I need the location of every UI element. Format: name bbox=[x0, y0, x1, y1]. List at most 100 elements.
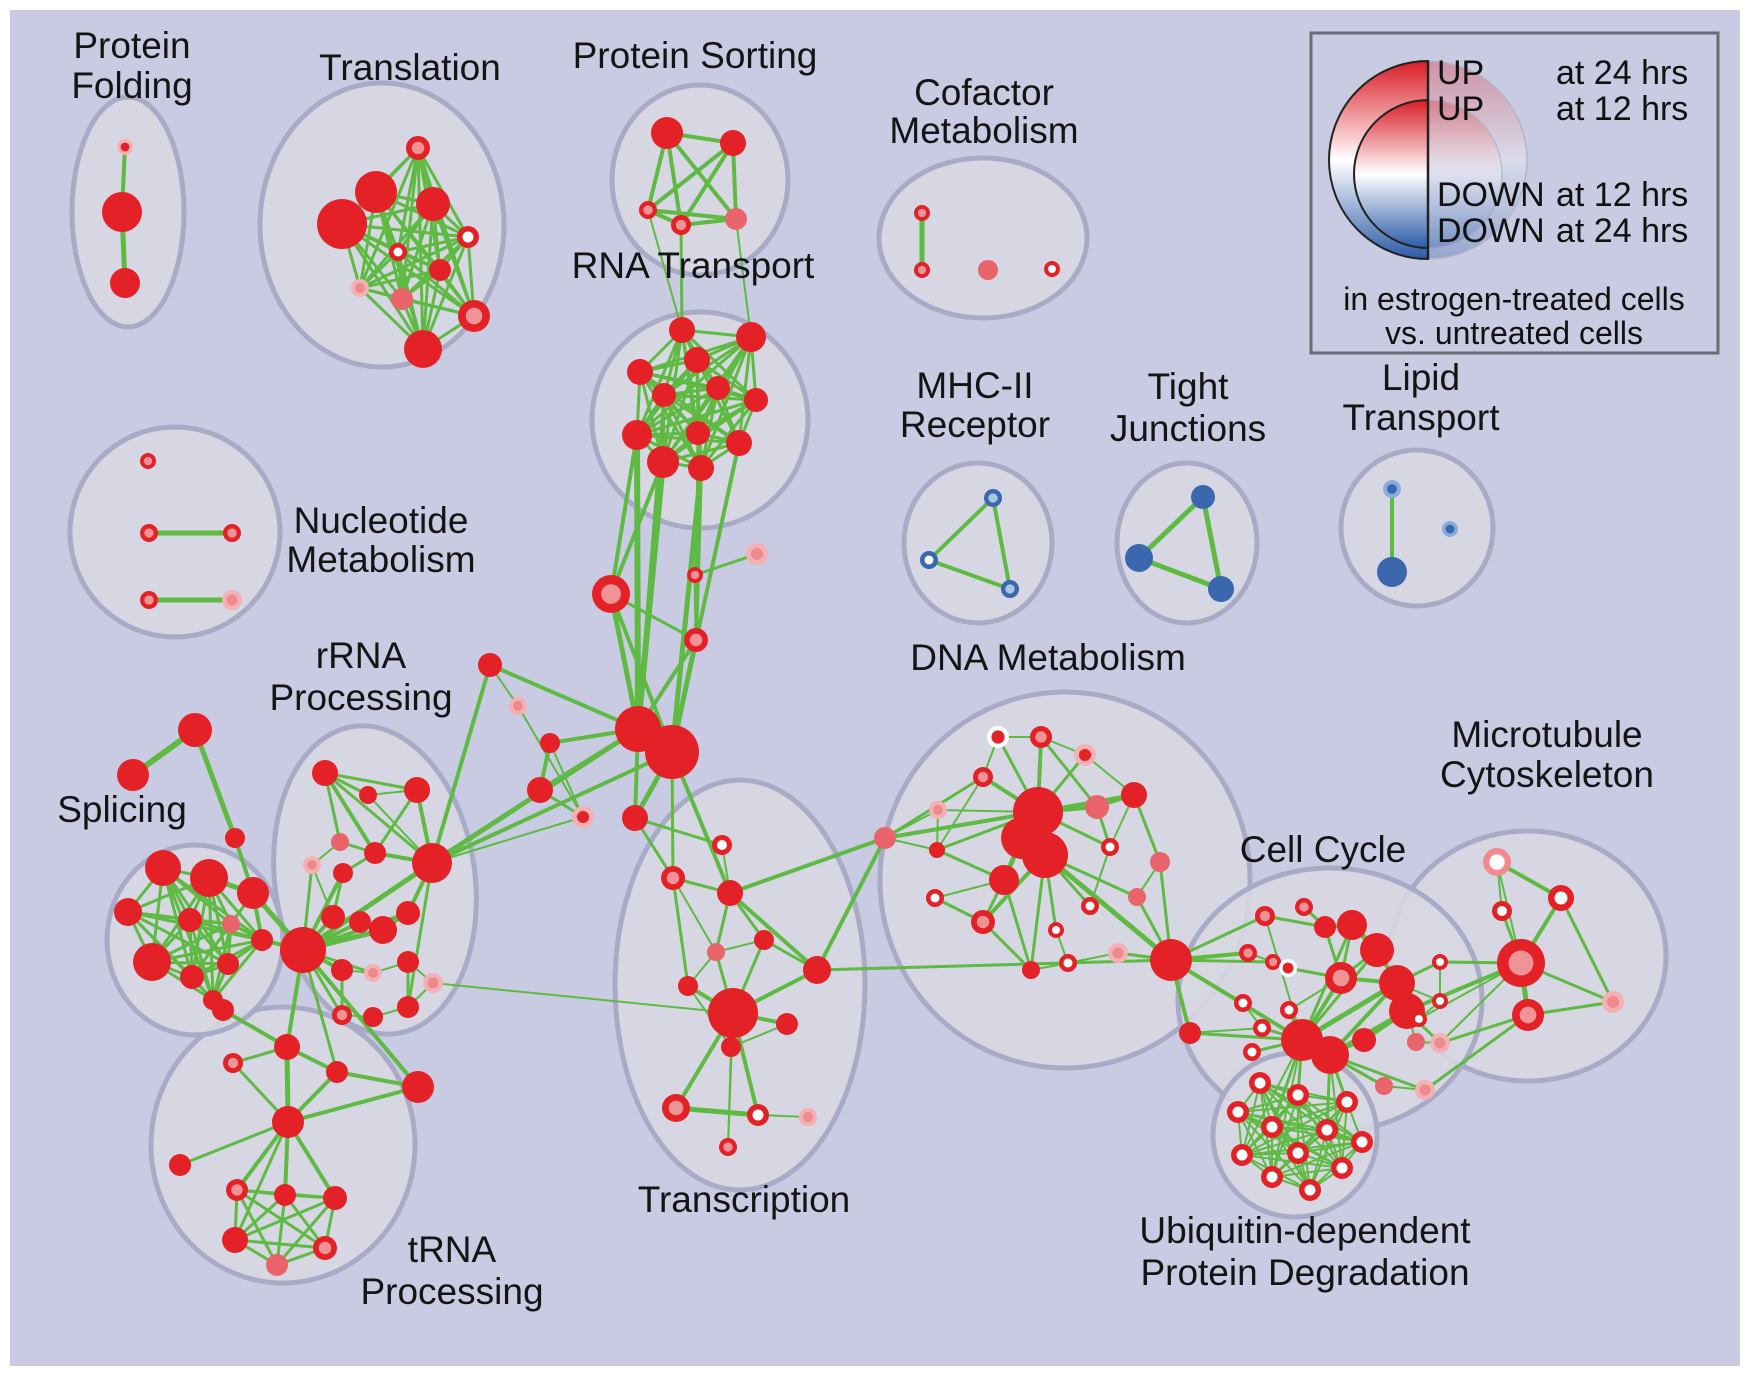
gene-node-center bbox=[231, 1184, 243, 1196]
gene-node bbox=[686, 421, 710, 445]
gene-node-center bbox=[1336, 1162, 1348, 1174]
gene-node bbox=[222, 1227, 248, 1253]
gene-node bbox=[237, 877, 269, 909]
edge bbox=[735, 218, 752, 338]
gene-node bbox=[364, 842, 386, 864]
edge bbox=[1297, 1094, 1311, 1191]
gene-node bbox=[412, 843, 452, 883]
gene-node-center bbox=[1048, 265, 1056, 273]
gene-node bbox=[1311, 1036, 1349, 1074]
gene-node bbox=[1602, 991, 1624, 1013]
edge bbox=[1264, 915, 1303, 1041]
edge bbox=[1189, 1027, 1263, 1034]
edge bbox=[161, 866, 215, 1002]
gene-node bbox=[190, 859, 228, 897]
gene-node bbox=[396, 901, 420, 925]
edge bbox=[1271, 1039, 1303, 1178]
gene-node bbox=[180, 965, 204, 989]
edge bbox=[207, 876, 215, 1002]
cluster-label-protein-folding: Protein bbox=[73, 25, 190, 66]
gene-node-center bbox=[717, 840, 727, 850]
cluster-label-ubiquitin-degradation: Protein Degradation bbox=[1140, 1252, 1469, 1293]
gene-node bbox=[661, 866, 685, 890]
gene-node-center bbox=[1292, 1147, 1304, 1159]
gene-node bbox=[725, 208, 747, 230]
gene-node bbox=[1101, 838, 1119, 856]
gene-node bbox=[1074, 744, 1096, 766]
gene-node bbox=[652, 383, 676, 407]
gene-node-center bbox=[1112, 947, 1124, 959]
edge bbox=[488, 663, 640, 731]
gene-node bbox=[706, 376, 730, 400]
edge bbox=[233, 1196, 337, 1242]
gene-node bbox=[929, 842, 945, 858]
edge bbox=[1039, 735, 1099, 809]
gene-node bbox=[1191, 485, 1215, 509]
gene-node bbox=[1227, 1101, 1249, 1123]
gene-node bbox=[1243, 1043, 1261, 1061]
gene-node bbox=[1375, 1077, 1393, 1095]
gene-node bbox=[803, 956, 831, 984]
gene-node-center bbox=[1232, 1106, 1244, 1118]
edge bbox=[430, 750, 674, 865]
legend-time-label: at 24 hrs bbox=[1556, 54, 1688, 92]
gene-node-center bbox=[991, 730, 1005, 744]
edge bbox=[1241, 1039, 1303, 1156]
edge bbox=[647, 209, 683, 331]
gene-node-center bbox=[1341, 1096, 1353, 1108]
legend-time-label: at 12 hrs bbox=[1556, 176, 1688, 214]
gene-node bbox=[331, 833, 349, 851]
gene-node bbox=[416, 187, 450, 221]
gene-node-center bbox=[1243, 948, 1253, 958]
gene-node bbox=[1331, 1157, 1353, 1179]
cluster-label-rrna-processing: rRNA bbox=[316, 635, 407, 676]
gene-node bbox=[678, 976, 698, 996]
gene-node bbox=[1150, 939, 1192, 981]
gene-node bbox=[712, 835, 732, 855]
gene-node bbox=[114, 898, 142, 926]
gene-node bbox=[1128, 888, 1146, 906]
gene-node bbox=[1279, 959, 1297, 977]
gene-node-center bbox=[462, 231, 474, 243]
legend: UP at 24 hrs UP at 12 hrs DOWN at 12 hrs DOWN a… bbox=[1309, 31, 1720, 355]
gene-node-center bbox=[336, 1009, 348, 1021]
edge bbox=[126, 910, 230, 966]
edge bbox=[672, 877, 717, 953]
gene-node bbox=[389, 243, 407, 261]
edge bbox=[275, 1196, 337, 1267]
gene-node bbox=[971, 910, 995, 934]
cluster-label-protein-folding: Folding bbox=[71, 65, 192, 106]
cluster-ellipse-mhc-ii-receptor bbox=[901, 460, 1055, 626]
gene-node bbox=[1261, 1116, 1283, 1138]
gene-node bbox=[1492, 901, 1512, 921]
edge bbox=[396, 235, 470, 254]
gene-node bbox=[326, 1061, 348, 1083]
gene-node bbox=[987, 726, 1009, 748]
gene-node-center bbox=[1554, 891, 1568, 905]
gene-node-center bbox=[1332, 969, 1350, 987]
gene-node-center bbox=[1497, 906, 1507, 916]
gene-node bbox=[266, 1254, 288, 1276]
cluster-ellipse-lipid-transport bbox=[1338, 447, 1496, 609]
gene-node bbox=[647, 446, 679, 478]
edge bbox=[728, 836, 887, 895]
gene-node bbox=[1287, 1084, 1309, 1106]
gene-node bbox=[226, 1179, 248, 1201]
gene-node-center bbox=[643, 205, 653, 215]
gene-node bbox=[1239, 944, 1257, 962]
edge bbox=[340, 222, 476, 318]
gene-node bbox=[920, 551, 938, 569]
gene-node bbox=[1383, 480, 1401, 498]
gene-node bbox=[929, 801, 947, 819]
gene-node-center bbox=[144, 595, 154, 605]
cluster-label-nucleotide-metabolism: Metabolism bbox=[286, 539, 475, 580]
gene-node-center bbox=[1304, 1184, 1316, 1196]
gene-node bbox=[744, 388, 768, 412]
edge bbox=[662, 393, 703, 470]
gene-node bbox=[639, 201, 657, 219]
gene-node bbox=[622, 805, 648, 831]
gene-node bbox=[687, 567, 703, 583]
gene-node bbox=[1108, 943, 1128, 963]
edge bbox=[633, 816, 724, 847]
edge bbox=[1423, 1013, 1530, 1092]
